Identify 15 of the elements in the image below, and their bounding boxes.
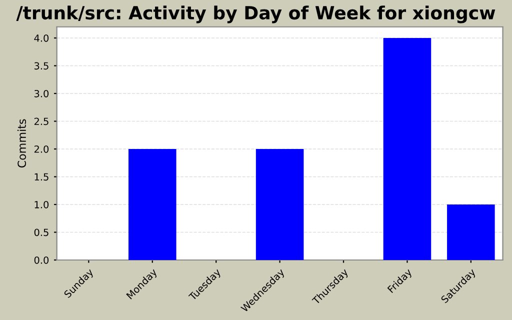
y-tick-label: 3.5 — [34, 62, 48, 70]
bar — [383, 38, 432, 260]
y-axis-title: Commits — [17, 119, 26, 168]
y-tick-label: 1.5 — [34, 173, 48, 181]
chart-title: /trunk/src: Activity by Day of Week for xiongcw — [16, 6, 496, 24]
y-tick-label: 2.5 — [34, 118, 48, 126]
y-tick-label: 1.0 — [34, 200, 49, 208]
y-tick-label: 4.0 — [34, 34, 49, 42]
y-tick-label: 3.0 — [34, 90, 49, 98]
bar — [447, 204, 495, 260]
y-tick-label: 0.5 — [34, 228, 48, 236]
y-tick-label: 2.0 — [34, 145, 49, 153]
bar — [256, 148, 304, 260]
bar — [128, 148, 176, 260]
y-tick-label: 0.0 — [34, 256, 49, 264]
